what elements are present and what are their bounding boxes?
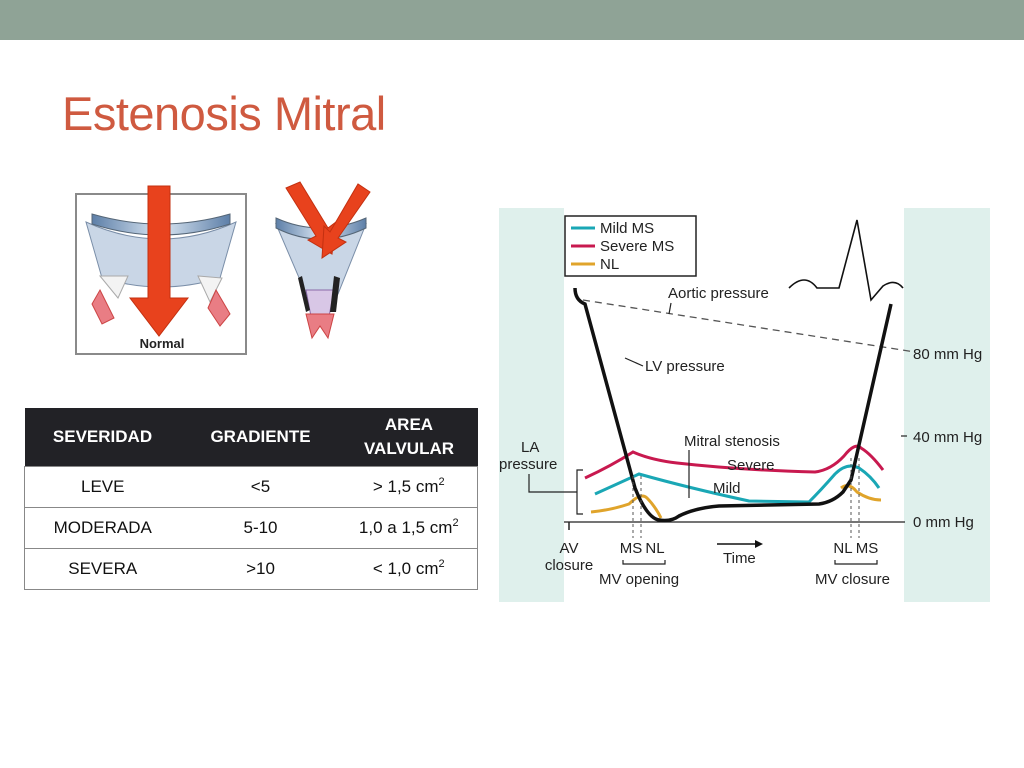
area-unit-exponent: 2 (438, 476, 445, 488)
header-area-line1: AREA (384, 415, 434, 434)
legend-label-nl: NL (600, 256, 619, 273)
header-area-valvular: AREA VALVULAR (340, 408, 478, 467)
pressure-axis-40: 40 mm Hg (913, 429, 982, 446)
normal-label: Normal (140, 336, 185, 351)
pressure-diagram: Mild MS Severe MS NL Aortic pressure LV … (499, 208, 990, 602)
cell-gradiente: >10 (180, 548, 341, 590)
cell-area: < 1,0 cm2 (340, 548, 478, 590)
severe-ms-curve (584, 444, 885, 480)
mv-closure-label: MV closure (815, 571, 890, 588)
time-label: Time (723, 550, 756, 567)
ecg-trace (788, 219, 904, 302)
area-value: > 1,5 (372, 477, 416, 496)
nl-left-label: NL (645, 540, 664, 557)
cell-severidad: MODERADA (24, 507, 181, 549)
cell-area: > 1,5 cm2 (340, 466, 478, 508)
header-area-line2: VALVULAR (363, 439, 455, 458)
time-arrow-head (755, 540, 763, 548)
la-pressure-label-line2: pressure (499, 456, 557, 473)
valve-illustration: Normal (75, 181, 371, 355)
severe-label: Severe (727, 457, 775, 474)
mitral-stenosis-label: Mitral stenosis (684, 433, 780, 450)
area-unit: cm (415, 477, 439, 496)
pressure-axis-80: 80 mm Hg (913, 346, 982, 363)
ms-right-label: MS (856, 540, 879, 557)
ms-left-label: MS (620, 540, 643, 557)
legend-label-mild: Mild MS (600, 220, 654, 237)
lv-pressure-label: LV pressure (645, 358, 725, 375)
pressure-axis-0: 0 mm Hg (913, 514, 974, 531)
nl-right-label: NL (833, 540, 852, 557)
severity-table: SEVERIDAD GRADIENTE AREA VALVULAR LEVE <… (24, 408, 478, 590)
mild-ms-curve (594, 464, 881, 504)
area-unit-exponent: 2 (452, 517, 459, 529)
table-header-row: SEVERIDAD GRADIENTE AREA VALVULAR (24, 408, 478, 467)
header-severidad: SEVERIDAD (24, 408, 181, 467)
av-closure-label-line1: AV (560, 540, 579, 557)
area-unit: cm (415, 559, 439, 578)
header-gradiente: GRADIENTE (180, 408, 341, 467)
table-row: MODERADA 5-10 1,0 a 1,5 cm2 (24, 507, 478, 549)
cell-severidad: SEVERA (24, 548, 181, 590)
av-closure-label-line2: closure (545, 557, 593, 574)
legend: Mild MS Severe MS NL (564, 215, 697, 277)
la-pressure-label-line1: LA (521, 439, 539, 456)
cell-gradiente: <5 (180, 466, 341, 508)
area-value: 1,0 a 1,5 (358, 518, 430, 537)
lv-pressure-curve (573, 287, 893, 523)
event-markers (632, 458, 860, 538)
area-unit: cm (429, 518, 453, 537)
normal-valve (75, 185, 247, 355)
cell-severidad: LEVE (24, 466, 181, 508)
table-row: SEVERA >10 < 1,0 cm2 (24, 548, 478, 590)
la-pressure-bracket (528, 469, 583, 515)
area-unit-exponent: 2 (438, 558, 445, 570)
top-banner (0, 0, 1024, 40)
cell-gradiente: 5-10 (180, 507, 341, 549)
aortic-pressure-line (582, 299, 916, 353)
aortic-pressure-label: Aortic pressure (668, 285, 769, 302)
cell-area: 1,0 a 1,5 cm2 (340, 507, 478, 549)
mild-label: Mild (713, 480, 741, 497)
slide-title: Estenosis Mitral (62, 87, 386, 140)
legend-label-severe: Severe MS (600, 238, 674, 255)
table-row: LEVE <5 > 1,5 cm2 (24, 466, 478, 508)
stenotic-valve (274, 181, 371, 340)
area-value: < 1,0 (372, 559, 416, 578)
mv-opening-label: MV opening (599, 571, 679, 588)
